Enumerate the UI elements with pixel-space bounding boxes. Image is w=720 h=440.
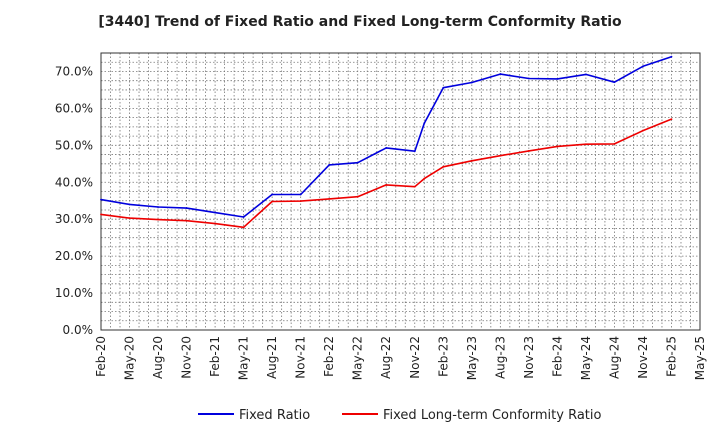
x-tick-label: May-24	[579, 336, 593, 380]
data-point	[385, 147, 388, 149]
x-tick-label: May-21	[237, 336, 251, 380]
data-point	[413, 185, 416, 188]
data-point	[585, 73, 587, 76]
x-tick-label: May-20	[123, 336, 137, 380]
y-tick-label: 70.0%	[55, 64, 93, 78]
legend-label: Fixed Long-term Conformity Ratio	[383, 408, 602, 423]
data-point	[423, 177, 426, 180]
x-tick-label: Feb-24	[550, 336, 564, 377]
chart-title: [3440] Trend of Fixed Ratio and Fixed Lo…	[98, 14, 622, 30]
data-point	[185, 207, 188, 210]
data-point	[242, 226, 245, 229]
data-point	[613, 81, 616, 84]
data-point	[128, 203, 131, 206]
data-point	[442, 86, 445, 89]
series-line	[100, 55, 672, 218]
x-tick-label: Aug-24	[607, 336, 621, 379]
y-tick-label: 30.0%	[55, 212, 93, 226]
data-point	[499, 73, 502, 75]
y-tick-label: 60.0%	[55, 101, 93, 115]
data-point	[157, 218, 159, 221]
x-tick-label: Aug-22	[379, 336, 393, 379]
data-point	[413, 150, 416, 153]
x-tick-label: Nov-24	[636, 336, 650, 379]
data-point	[128, 217, 131, 219]
x-tick-label: Aug-23	[493, 336, 507, 379]
data-point	[613, 142, 616, 145]
data-point	[214, 222, 216, 225]
data-point	[527, 149, 530, 152]
data-point	[642, 129, 644, 132]
data-point	[556, 145, 559, 148]
x-tick-label: May-25	[693, 336, 707, 380]
x-tick-label: Nov-22	[408, 336, 422, 379]
series-line	[100, 118, 672, 229]
legend-label: Fixed Ratio	[239, 408, 310, 423]
data-point	[157, 206, 159, 208]
y-tick-label: 0.0%	[63, 323, 94, 337]
y-tick-label: 20.0%	[55, 249, 93, 263]
y-tick-label: 40.0%	[55, 175, 93, 189]
data-point	[328, 197, 331, 200]
data-point	[299, 200, 302, 203]
x-tick-label: Nov-20	[180, 336, 194, 379]
data-point	[670, 118, 673, 121]
data-point	[214, 211, 216, 214]
data-point	[442, 165, 445, 168]
data-point	[670, 55, 673, 58]
data-point	[585, 143, 587, 146]
x-tick-label: Aug-20	[151, 336, 165, 379]
data-point	[299, 193, 302, 196]
x-tick-label: Aug-21	[265, 336, 279, 379]
x-tick-label: Feb-21	[208, 336, 222, 377]
plot-border	[100, 52, 701, 331]
data-point	[328, 164, 331, 166]
data-point	[556, 77, 559, 80]
x-tick-label: Nov-23	[522, 336, 536, 379]
data-point	[470, 81, 473, 84]
data-point	[271, 193, 274, 196]
x-tick-label: Feb-22	[322, 336, 336, 377]
data-point	[100, 198, 102, 201]
data-point	[242, 216, 245, 218]
data-point	[527, 77, 530, 80]
x-tick-label: Feb-25	[664, 336, 678, 377]
x-tick-label: May-23	[465, 336, 479, 380]
data-point	[356, 161, 359, 164]
x-tick-label: Feb-23	[436, 336, 450, 377]
x-tick-label: May-22	[351, 336, 365, 380]
data-point	[470, 159, 473, 162]
data-point	[385, 183, 388, 186]
x-tick-label: Feb-20	[94, 336, 108, 377]
y-tick-label: 10.0%	[55, 286, 93, 300]
data-point	[356, 195, 359, 198]
data-point	[271, 200, 274, 203]
data-point	[499, 154, 502, 157]
data-point	[423, 122, 426, 125]
y-tick-label: 50.0%	[55, 138, 93, 152]
data-point	[185, 219, 188, 222]
data-point	[100, 213, 102, 216]
data-point	[642, 65, 644, 68]
x-tick-label: Nov-21	[294, 336, 308, 379]
